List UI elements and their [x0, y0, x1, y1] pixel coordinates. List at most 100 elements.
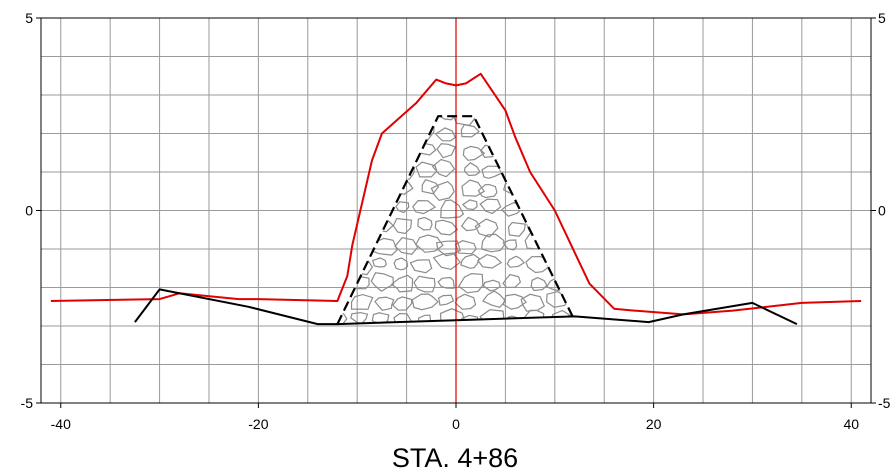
stone-shape [337, 162, 343, 177]
stone-shape [394, 237, 419, 255]
stone-shape [482, 290, 507, 308]
stone-shape [571, 255, 573, 274]
x-tick-label: 0 [452, 416, 460, 432]
stone-shape [462, 145, 486, 161]
stone-shape [528, 197, 549, 212]
chart-title: STA. 4+86 [392, 443, 518, 473]
stone-shape [463, 162, 481, 177]
stone-shape [550, 148, 566, 161]
stone-shape [502, 273, 522, 289]
x-tick-label: 40 [843, 416, 859, 432]
stone-shape [393, 257, 409, 271]
stone-shape [391, 334, 412, 351]
stone-shape [454, 293, 477, 310]
x-tick-label: -20 [248, 416, 268, 432]
stone-shape [415, 116, 433, 122]
stone-shape [480, 333, 501, 347]
stone-shape [371, 237, 398, 256]
stone-shape [474, 218, 499, 238]
stone-shape [569, 331, 588, 345]
stone-shape [344, 146, 369, 161]
stone-shape [337, 237, 347, 251]
stone-shape [434, 219, 459, 236]
stone-shape [548, 334, 564, 346]
stone-shape [371, 333, 392, 348]
stone-shape [439, 308, 465, 325]
stone-shape [421, 178, 440, 195]
stone-shape [507, 334, 524, 346]
fill-region [325, 116, 593, 351]
y-tick-label-left: 5 [25, 10, 33, 26]
stone-shape [530, 276, 548, 292]
stone-shape [350, 311, 369, 324]
stone-shape [567, 198, 573, 216]
stone-shape [374, 296, 395, 311]
stone-shape [503, 162, 522, 175]
y-tick-label-right: 0 [878, 203, 886, 219]
stone-shape [434, 127, 457, 142]
x-tick-label: 20 [646, 416, 662, 432]
series-line-red [50, 72, 862, 316]
stone-shape [437, 276, 455, 289]
stone-shape [574, 294, 593, 308]
stone-shape [546, 290, 571, 308]
stone-shape [543, 116, 573, 125]
stone-shape [395, 201, 410, 214]
series-layer [50, 18, 862, 403]
y-tick-label-left: 0 [25, 203, 33, 219]
stone-shape [482, 279, 501, 292]
stone-shape [522, 143, 546, 162]
stone-shape [477, 183, 498, 199]
fill-template-outline [336, 115, 574, 325]
stone-shape [461, 179, 486, 197]
stone-shape [568, 116, 573, 123]
stone-shape [368, 116, 394, 121]
stone-shape [419, 142, 437, 156]
stone-shape [460, 216, 481, 232]
stone-shape [413, 275, 436, 293]
stone-shape [430, 181, 455, 201]
stone-shape [375, 182, 393, 199]
stone-shape [438, 294, 455, 306]
stone-shape [431, 158, 456, 178]
stone-shape [348, 257, 374, 276]
stone-shape [348, 184, 373, 200]
stone-shape [371, 257, 387, 268]
stone-shape [337, 277, 345, 288]
stone-shape [479, 309, 505, 325]
stone-shape [507, 221, 526, 237]
stone-shape [480, 233, 505, 253]
stone-shape [337, 310, 348, 325]
stone-shape [415, 161, 438, 178]
stone-shape [337, 186, 344, 197]
tick-labels: -40 -20 0 20 40 -5 -5 0 0 5 5 [21, 10, 891, 432]
cobblestone-pattern [325, 116, 593, 351]
stone-shape [432, 252, 461, 271]
stone-shape [325, 333, 343, 349]
stone-shape [351, 116, 370, 122]
stone-shape [477, 253, 503, 269]
stone-shape [398, 116, 413, 121]
stone-shape [350, 293, 374, 310]
stone-shape [409, 259, 433, 274]
stone-shape [482, 123, 502, 138]
x-tick-label: -40 [51, 416, 71, 432]
stone-shape [390, 274, 414, 293]
stone-shape [569, 127, 573, 141]
stone-shape [546, 255, 568, 270]
stone-shape [563, 312, 573, 325]
stone-shape [458, 272, 484, 294]
stone-shape [480, 116, 502, 125]
stone-shape [479, 198, 502, 215]
stone-shape [389, 144, 413, 160]
stone-shape [436, 116, 456, 121]
stone-shape [436, 143, 457, 159]
stone-shape [502, 239, 518, 251]
stone-shape [566, 179, 573, 200]
y-tick-label-left: -5 [21, 395, 34, 411]
stone-shape [550, 239, 570, 253]
stone-shape [393, 312, 413, 325]
stone-shape [460, 124, 480, 138]
stone-shape [391, 296, 413, 311]
